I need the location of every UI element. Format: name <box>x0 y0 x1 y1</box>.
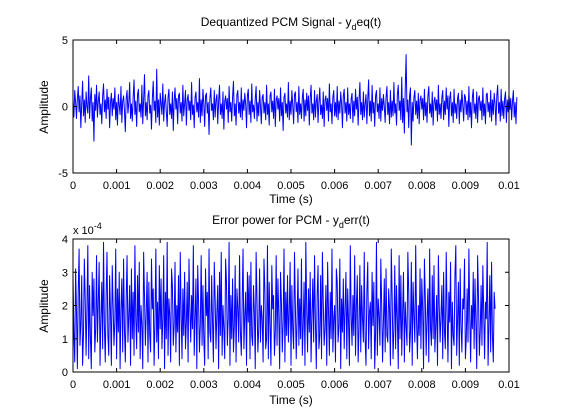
y-tick-label: 5 <box>62 35 68 47</box>
x-tick-label: 0.004 <box>234 180 262 192</box>
x-tick-label: 0.01 <box>498 180 519 192</box>
title-suffix: eq(t) <box>357 15 382 29</box>
y-ticks-bottom: 0 1 2 3 4 <box>62 234 509 379</box>
x-tick-label: 0.003 <box>190 180 218 192</box>
x-tick-label: 0.008 <box>408 180 436 192</box>
y-tick-label: 1 <box>62 334 68 346</box>
y-exponent-label: x 10-4 <box>73 221 102 237</box>
exponent-base: x 10 <box>73 225 94 237</box>
axes-top-title: Dequantized PCM Signal - ydeq(t) <box>201 15 381 32</box>
y-tick-label: 0 <box>62 367 68 379</box>
y-tick-label: -5 <box>58 168 68 180</box>
title-prefix: Dequantized PCM Signal - y <box>201 15 352 29</box>
x-tick-label: 0.007 <box>364 379 392 391</box>
series-line-0 <box>72 241 496 370</box>
x-tick-label: 0.01 <box>498 379 519 391</box>
title-prefix: Error power for PCM - y <box>212 213 339 227</box>
x-ticks-top: 0 0.001 0.002 0.003 0.004 0.005 0.006 0.007 0.00… <box>70 40 520 192</box>
x-axis-label-bottom: Time (s) <box>269 393 313 407</box>
x-tick-label: 0.002 <box>146 180 174 192</box>
y-tick-label: 4 <box>62 234 68 246</box>
series-line-0 <box>72 54 518 146</box>
x-tick-label: 0.009 <box>452 180 480 192</box>
y-axis-label-bottom: Amplitude <box>37 279 51 333</box>
y-tick-label: 3 <box>62 267 68 279</box>
title-subscript: d <box>339 220 344 230</box>
x-tick-label: 0.001 <box>103 180 131 192</box>
x-tick-label: 0 <box>70 180 76 192</box>
title-suffix: err(t) <box>344 213 370 227</box>
y-axis-label-top: Amplitude <box>37 80 51 134</box>
x-ticks-bottom: 0 0.001 0.002 0.003 0.004 0.005 0.006 0.007 0.00… <box>70 239 520 391</box>
x-tick-label: 0.006 <box>321 379 349 391</box>
x-tick-label: 0.007 <box>364 180 392 192</box>
x-tick-label: 0.001 <box>103 379 131 391</box>
x-tick-label: 0.005 <box>277 379 305 391</box>
x-tick-label: 0.008 <box>408 379 436 391</box>
y-tick-label: 2 <box>62 301 68 313</box>
x-tick-label: 0.006 <box>321 180 349 192</box>
y-tick-label: 0 <box>62 102 68 114</box>
title-subscript: d <box>352 22 357 32</box>
plot-area-top <box>72 54 518 146</box>
x-tick-label: 0.004 <box>234 379 262 391</box>
exponent-power: -4 <box>94 221 102 231</box>
x-axis-label-top: Time (s) <box>269 192 313 206</box>
axes-top: Dequantized PCM Signal - ydeq(t) 0 0.001 0… <box>37 15 520 206</box>
x-tick-label: 0.005 <box>277 180 305 192</box>
x-tick-label: 0.009 <box>452 379 480 391</box>
plot-area-bottom <box>72 241 496 370</box>
x-tick-label: 0 <box>70 379 76 391</box>
y-ticks-top: -5 0 5 <box>58 35 509 180</box>
axes-bottom-title: Error power for PCM - yderr(t) <box>212 213 370 230</box>
x-tick-label: 0.003 <box>190 379 218 391</box>
x-tick-label: 0.002 <box>146 379 174 391</box>
